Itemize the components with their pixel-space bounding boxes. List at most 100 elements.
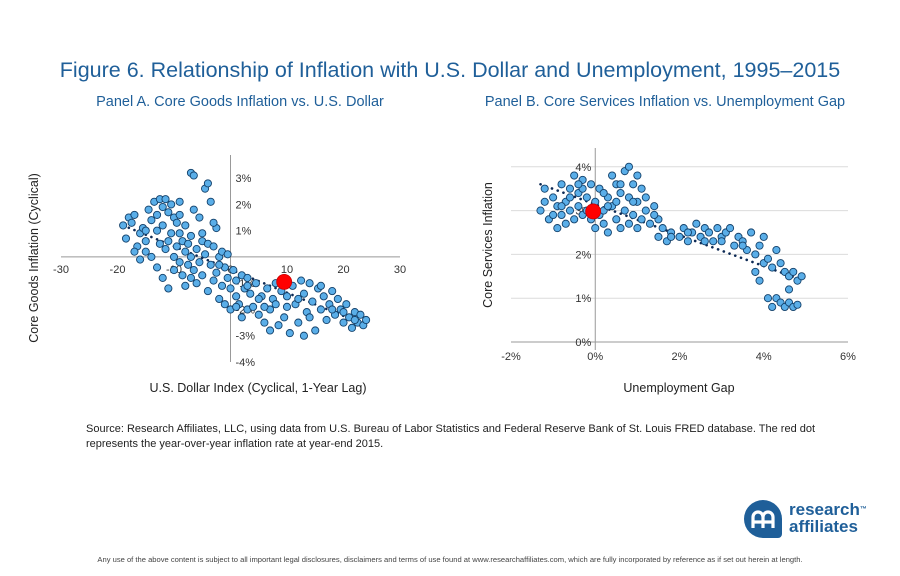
a-data-point [356,310,365,319]
b-data-point [629,197,638,206]
a-data-point [271,300,280,309]
b-data-point [797,272,806,281]
b-data-point [637,184,646,193]
b-data-point [776,259,785,268]
b-data-point [629,210,638,220]
a-data-point [316,305,325,314]
a-data-point [339,308,348,317]
a-data-point [206,260,215,269]
a-data-point [299,289,309,298]
a-data-point [263,284,272,293]
a-data-point [274,321,283,330]
b-data-point [654,232,663,241]
a-data-point [164,237,173,246]
a-data-point [181,247,190,256]
a-data-point [328,287,337,296]
a-data-point [175,197,184,206]
logo-mark-icon [744,500,782,538]
a-x-tick-label: 20 [337,264,349,276]
a-data-point [172,242,181,251]
b-data-point [540,197,549,206]
b-data-point [540,184,549,193]
a-data-point [260,318,269,327]
b-data-point [616,224,625,233]
a-data-point [192,245,201,254]
a-data-point [172,218,181,227]
a-y-tick-label: 1% [236,226,252,238]
b-data-point [565,206,575,215]
logo-line1: research [789,500,860,519]
b-data-point [624,162,634,171]
a-data-point [141,226,150,235]
b-data-point [591,224,600,233]
a-y-tick-label: -3% [236,331,256,343]
a-data-point [350,315,359,325]
a-data-point [249,302,258,311]
b-data-point [624,219,634,228]
a-data-point [282,292,292,301]
b-data-point [633,224,642,233]
panel-b-x-axis-label: Unemployment Gap [623,381,734,395]
a-data-point [294,294,303,304]
panel-b-y-axis-label: Core Services Inflation [481,182,495,308]
b-data-point [768,263,777,272]
research-affiliates-logo[interactable]: research™ affiliates [744,500,884,540]
a-data-point [130,247,139,256]
b-x-tick-label: 4% [756,351,772,363]
b-data-point [561,219,570,228]
b-x-tick-label: -2% [501,351,521,363]
b-data-point [763,294,773,303]
b-data-point [633,171,642,180]
a-data-point [167,229,176,238]
a-data-point [130,210,139,219]
a-data-point [209,276,218,285]
a-data-point [229,266,238,275]
b-y-tick-label: 0% [575,337,591,349]
a-data-point [198,271,207,280]
a-y-tick-label: -4% [236,357,256,369]
b-data-point [658,224,667,233]
a-data-point [186,231,195,240]
b-data-point [789,267,798,276]
a-data-point [223,273,232,282]
a-data-point [119,221,128,230]
a-data-point [243,281,252,290]
a-data-point [220,300,229,309]
b-data-point [692,219,701,228]
a-data-point [169,266,179,275]
b-data-point [683,228,692,237]
a-data-point [212,268,221,277]
b-data-point [536,206,545,215]
a-trendline [121,224,368,327]
a-data-point [206,197,215,206]
b-data-point [557,210,566,220]
a-data-point [254,294,263,304]
logo-trademark: ™ [859,506,867,513]
b-y-tick-label: 4% [575,162,591,174]
a-data-point [305,279,314,288]
panel-a-scatter-plot: -30-20-100102030-4%-3%-2%-1%1%2%3% U.S. … [27,155,406,395]
b-y-tick-label: 1% [575,293,591,305]
a-data-point [147,216,156,225]
b-data-point [768,302,777,312]
a-data-point [184,260,193,269]
panel-a-x-axis-label: U.S. Dollar Index (Cyclical, 1-Year Lag) [150,381,367,395]
a-data-point [226,284,235,293]
b-data-point [717,237,726,246]
b-data-point [650,210,659,220]
b-data-point [603,228,612,237]
b-data-point [709,237,718,246]
b-data-point [650,202,659,211]
b-data-point [637,215,646,224]
a-y-tick-label: 3% [236,173,252,185]
b-y-tick-label: 2% [575,249,591,261]
a-data-point [189,205,198,214]
a-data-point [232,276,241,285]
b-data-point [751,250,760,259]
a-data-point [141,237,150,246]
b-data-point [599,219,608,228]
a-x-tick-label: 30 [394,264,406,276]
b-x-tick-label: 2% [672,351,688,363]
a-data-point [203,287,212,296]
b-data-point [683,237,692,246]
